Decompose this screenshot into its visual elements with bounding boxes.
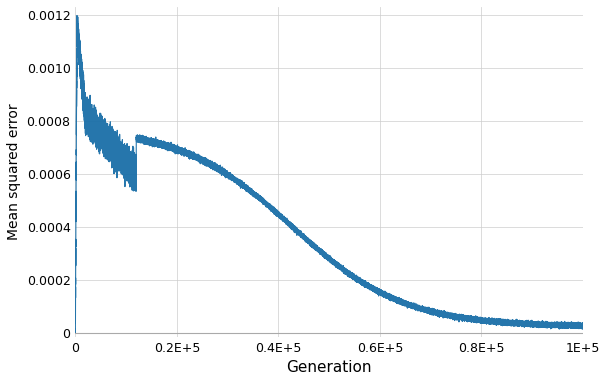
Y-axis label: Mean squared error: Mean squared error [7,104,21,240]
X-axis label: Generation: Generation [287,360,372,375]
